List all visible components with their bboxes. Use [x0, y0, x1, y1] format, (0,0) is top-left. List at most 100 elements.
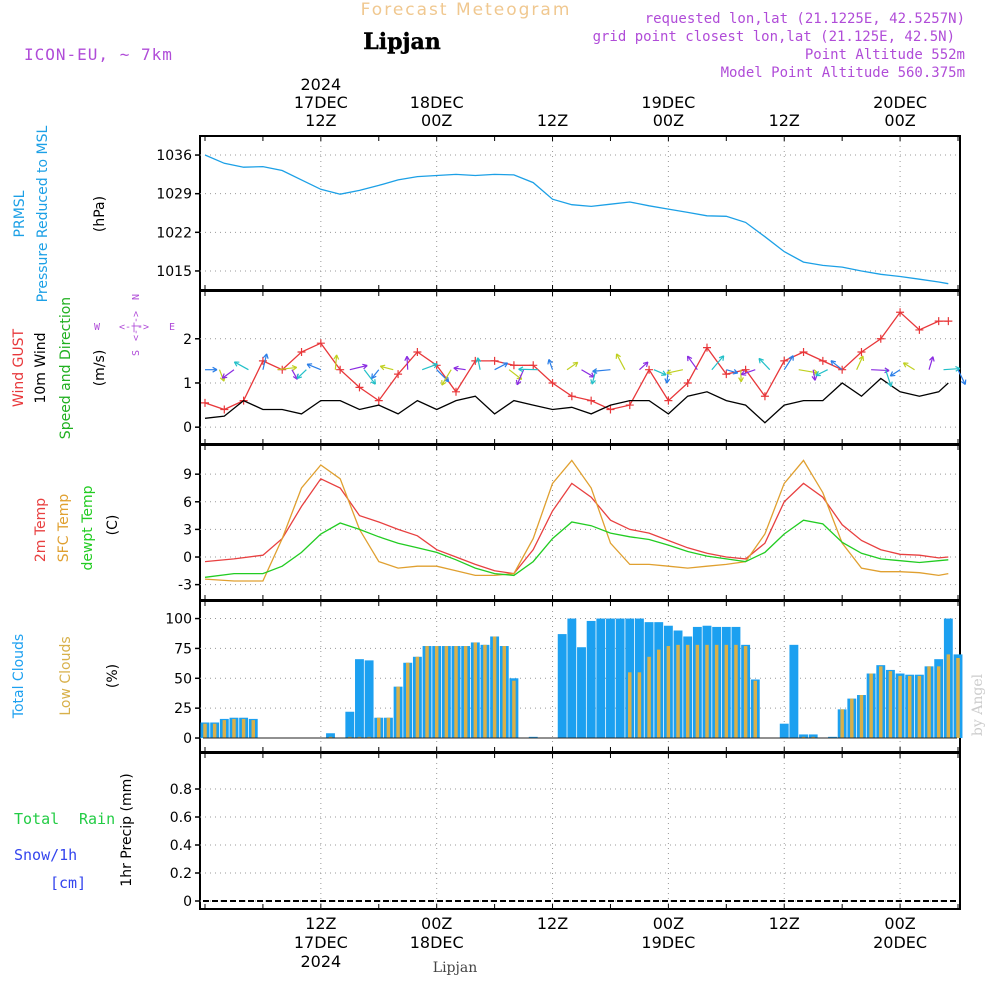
wind-direction-arrow — [815, 369, 828, 377]
bottom-tick-label: 00Z — [421, 914, 452, 933]
wind-direction-arrowhead — [441, 380, 447, 386]
wind-direction-arrow — [221, 369, 235, 379]
top-tick-label: 00Z — [421, 111, 452, 130]
wind-direction-arrow — [218, 369, 225, 382]
low-clouds-label: Low Clouds — [58, 636, 74, 715]
gust-label: Wind GUST — [11, 328, 27, 407]
pressure-desc-label: Pressure Reduced to MSL — [35, 125, 51, 302]
watermark: by Angel — [970, 673, 986, 736]
temperature-ytick-label: -3 — [178, 578, 192, 594]
total-clouds-bar — [779, 723, 789, 739]
low-clouds-bar — [203, 723, 207, 739]
snow-label: Snow/1h — [14, 846, 77, 864]
gust-marker — [664, 396, 673, 405]
wind-direction-arrow — [380, 365, 394, 371]
pressure-unit-label: (hPa) — [92, 196, 108, 232]
low-clouds-bar — [888, 671, 893, 739]
low-clouds-bar — [714, 644, 719, 739]
point-altitude: Point Altitude 552m — [805, 47, 965, 63]
compass-we-arrows: <-|-> — [119, 322, 149, 333]
temperature-frame — [199, 444, 961, 601]
pressure-panel: 1015 1022 1029 1036 — [156, 135, 961, 291]
low-clouds-bar — [425, 646, 429, 739]
wind-direction-arrowhead — [362, 363, 368, 370]
model-point-altitude: Model Point Altitude 560.375m — [721, 65, 965, 81]
low-clouds-bar — [705, 644, 709, 739]
clouds-panel: 0 25 50 75 100 — [165, 600, 963, 753]
prmsl-label: PRMSL — [12, 190, 28, 237]
footer-location: Lipjan — [433, 960, 477, 976]
low-clouds-bar — [463, 646, 468, 739]
temperature-panel-labels: 2m Temp SFC Temp dewpt Temp (C) — [33, 485, 121, 570]
gust-marker — [780, 356, 789, 365]
bottom-tick-label: 2024 — [300, 952, 341, 971]
wind-direction-arrow — [592, 369, 611, 373]
wind-direction-arrow — [687, 355, 698, 371]
low-clouds-bar — [685, 644, 690, 739]
wind-direction-arrow — [639, 361, 649, 371]
wind-direction-arrowhead — [262, 353, 269, 359]
sfc-temp-label: SFC Temp — [56, 494, 72, 563]
wind-direction-arrowhead — [453, 365, 459, 372]
precip-ytick-label: 0.2 — [170, 866, 192, 882]
low-clouds-bar — [840, 709, 844, 739]
wind-direction-arrowhead — [590, 379, 596, 385]
low-clouds-bar — [367, 736, 371, 739]
gust-marker — [799, 348, 808, 357]
wind-gust-line — [204, 311, 949, 411]
gust-marker — [413, 348, 422, 357]
gust-marker — [645, 365, 654, 374]
bottom-tick-label: 00Z — [884, 914, 915, 933]
gust-marker — [857, 348, 866, 357]
gust-marker — [316, 339, 325, 348]
wind-direction-arrowhead — [738, 377, 744, 383]
clouds-panel-labels: Total Clouds Low Clouds (%) — [11, 634, 121, 719]
wind-direction-arrow — [943, 367, 961, 371]
low-clouds-bar — [956, 657, 960, 739]
low-clouds-bar — [927, 666, 931, 739]
wind-direction-arrow — [830, 360, 843, 371]
top-tick-label: 12Z — [537, 111, 568, 130]
compass-icon: N S W E <-|-> <-|-> — [94, 294, 175, 356]
wind-direction-arrow — [453, 367, 466, 371]
temperature-ytick-label: 0 — [183, 550, 192, 566]
wind-direction-arrow — [783, 355, 794, 371]
wind-direction-arrow — [566, 361, 579, 371]
wind-direction-arrow — [436, 369, 450, 383]
low-clouds-bar — [348, 736, 352, 739]
pressure-ytick-label: 1036 — [156, 148, 192, 164]
total-clouds-bar — [799, 734, 808, 739]
low-clouds-bar — [676, 644, 680, 739]
low-clouds-bar — [386, 717, 391, 739]
low-clouds-bar — [850, 698, 854, 739]
chart-panels: 1015102210291036012-30369025507510000.20… — [156, 135, 967, 910]
gust-marker — [934, 317, 943, 326]
top-tick-label: 18DEC — [410, 93, 464, 112]
low-clouds-bar — [753, 680, 758, 739]
precip-ytick-label: 0.6 — [170, 810, 192, 826]
gust-marker — [490, 356, 499, 365]
gust-marker — [336, 365, 345, 374]
bottom-tick-label: 19DEC — [641, 933, 695, 952]
low-clouds-bar — [473, 642, 478, 739]
wind-direction-arrowhead — [475, 357, 482, 363]
low-clouds-bar — [502, 646, 507, 739]
pressure-panel-labels: PRMSL Pressure Reduced to MSL (hPa) — [12, 125, 108, 302]
wind-direction-arrow — [616, 353, 626, 370]
low-clouds-bar — [936, 666, 941, 739]
wind-direction-arrowhead — [758, 357, 764, 364]
low-clouds-bar — [212, 723, 217, 739]
wind-direction-arrowhead — [830, 360, 837, 366]
wind-direction-arrowhead — [666, 369, 672, 376]
gust-marker — [548, 378, 557, 387]
precip-ytick-label: 0 — [183, 894, 192, 910]
wind-direction-arrowhead — [811, 375, 818, 381]
total-clouds-bar — [326, 733, 335, 739]
wind-direction-arrowhead — [233, 361, 240, 367]
low-clouds-bar — [434, 646, 439, 739]
pressure-ytick-label: 1015 — [156, 264, 192, 280]
temperature-ytick-label: 3 — [183, 522, 192, 538]
wind-direction-arrow — [494, 362, 508, 371]
total-clouds-bar — [606, 618, 615, 739]
wind-direction-arrowhead — [887, 381, 893, 387]
